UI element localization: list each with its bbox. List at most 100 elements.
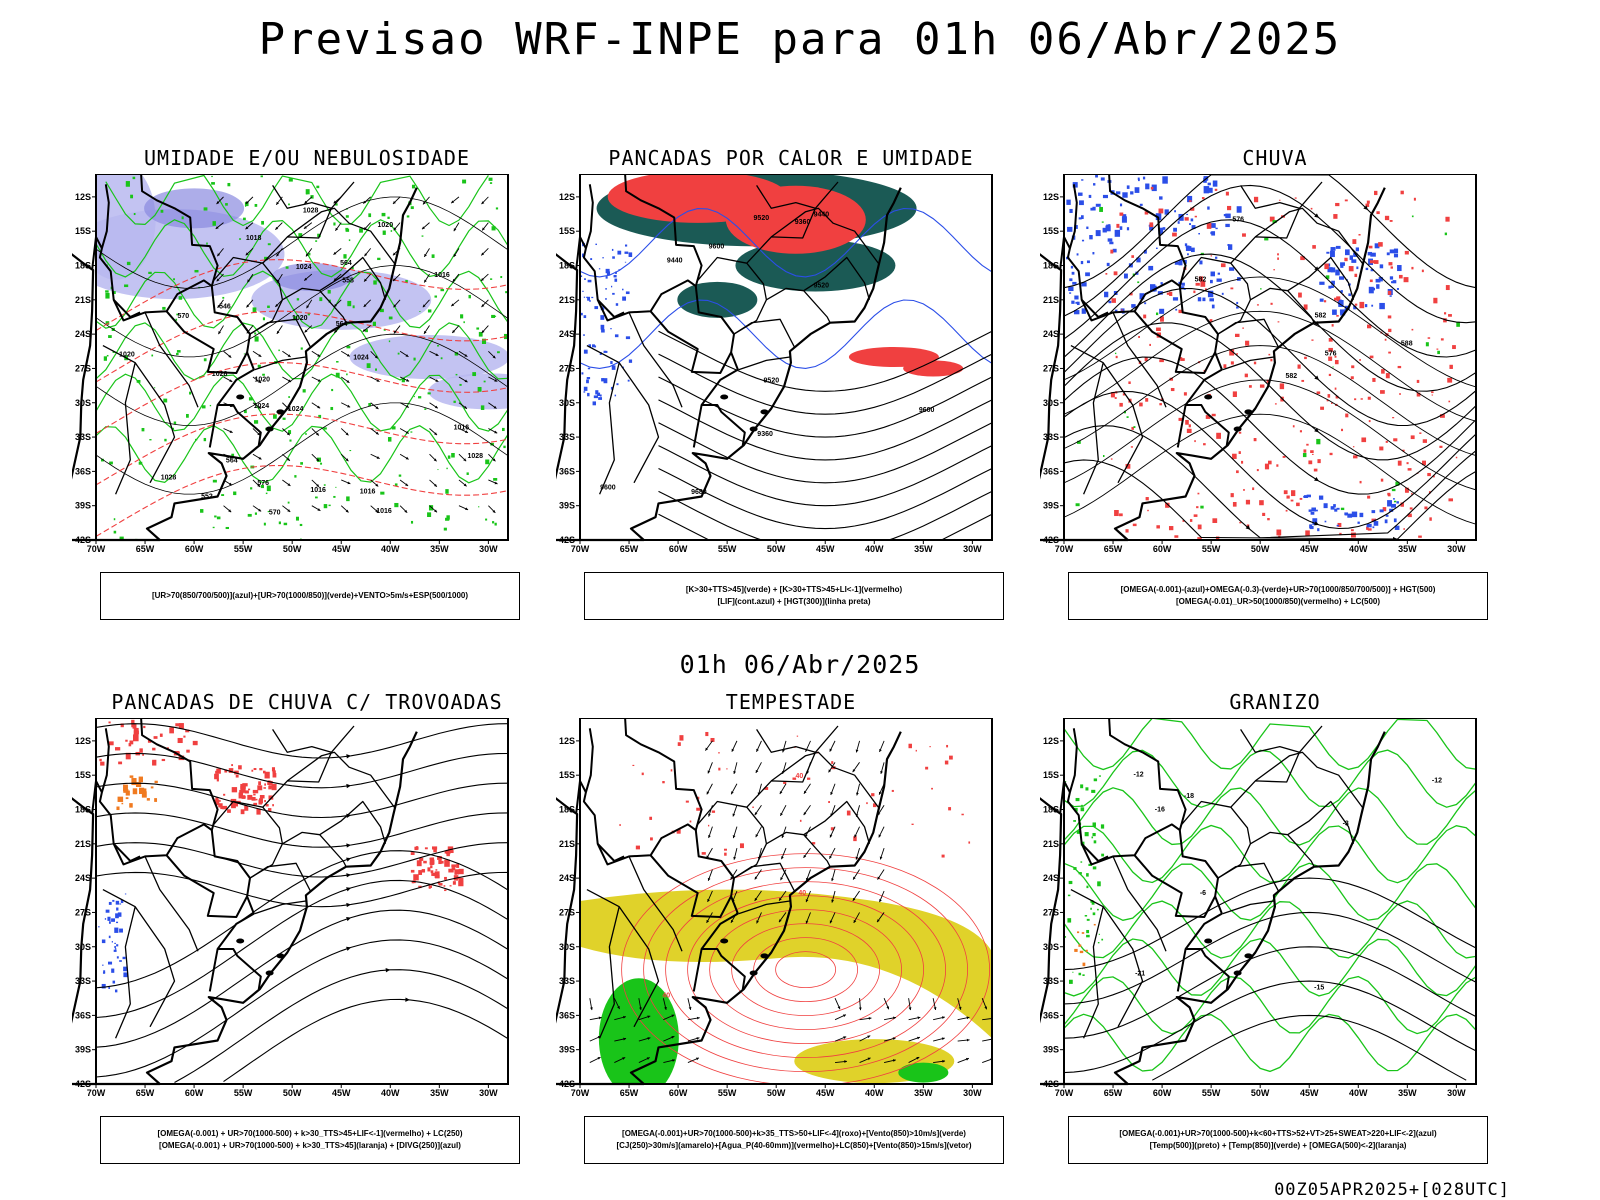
wind-arrowhead xyxy=(966,1016,970,1020)
y-tick-label: 42S xyxy=(1043,1079,1059,1089)
humidity-low-cell xyxy=(359,228,363,233)
wind-arrowhead xyxy=(393,330,397,334)
divergence-cell xyxy=(123,972,128,978)
humidity-low-cell xyxy=(368,213,372,218)
humidity-low-cell xyxy=(503,333,508,340)
omega-cell xyxy=(1330,250,1335,258)
humidity-low-cell xyxy=(176,313,179,316)
humidity-low-cell xyxy=(335,203,338,206)
lif-cell xyxy=(628,359,633,363)
omega-cell xyxy=(1387,500,1393,507)
storm-cell xyxy=(169,727,174,734)
water-cell xyxy=(723,848,727,851)
wind-arrowhead xyxy=(780,877,783,881)
omega-strong-cell xyxy=(1411,215,1414,218)
wind-arrowhead xyxy=(858,1007,862,1011)
wind-arrowhead xyxy=(435,379,439,382)
humidity-low-cell xyxy=(105,290,109,293)
omega-ur-cell xyxy=(1131,255,1135,258)
omega-cell xyxy=(1210,279,1213,284)
x-tick-label: 50W xyxy=(283,544,302,554)
omega-ur-cell xyxy=(1131,426,1134,430)
water-cell xyxy=(891,789,894,792)
state-border xyxy=(770,207,880,265)
storm-cell xyxy=(159,733,163,737)
humidity-low-cell xyxy=(126,261,131,266)
omega-cell xyxy=(1236,301,1239,305)
humidity-low-cell xyxy=(431,254,435,258)
omega-ur-cell xyxy=(1283,490,1288,495)
state-border xyxy=(262,185,333,264)
state-border xyxy=(102,345,176,484)
humidity-low-cell xyxy=(347,300,352,307)
y-tick-label: 42S xyxy=(75,1079,91,1089)
omega-ur-cell xyxy=(1327,394,1331,398)
storm-cell xyxy=(265,804,269,807)
caption-line-1: [UR>70(850/700/500)](azul)+[UR>70(1000/8… xyxy=(151,591,469,600)
humidity-low-cell xyxy=(477,386,482,392)
panel-caption: [OMEGA(-0.001) + UR>70(1000-500) + k>30_… xyxy=(100,1116,520,1164)
storm-cell xyxy=(432,872,436,877)
wind-arrowhead xyxy=(803,854,807,858)
humidity-low-cell xyxy=(317,233,321,238)
humidity-low-cell xyxy=(265,492,268,495)
lake-mark xyxy=(265,426,274,432)
x-tick-label: 35W xyxy=(1398,1088,1417,1098)
wind-arrowhead xyxy=(333,251,337,255)
humidity-low-cell xyxy=(203,358,207,362)
lif-cell xyxy=(614,278,618,282)
humidity-core-area xyxy=(271,262,352,291)
wind-arrowhead xyxy=(854,834,857,838)
humidity-low-cell xyxy=(333,222,336,226)
hgt500-contour xyxy=(1064,310,1476,422)
contour-label: 576 xyxy=(1232,216,1244,223)
omega-strong-cell xyxy=(1316,438,1321,445)
humidity-low-cell xyxy=(266,485,271,492)
hgt500-contour xyxy=(1064,413,1476,525)
wind-arrowhead xyxy=(671,1014,675,1018)
omega-cell xyxy=(1386,252,1390,256)
convective-cell xyxy=(154,798,158,802)
humidity-low-cell xyxy=(288,178,293,182)
humidity-low-cell xyxy=(200,509,204,513)
omega-ur-cell xyxy=(1178,309,1183,314)
water-cell xyxy=(866,802,868,805)
humidity-low-cell xyxy=(459,383,462,386)
omega-ur-cell xyxy=(1444,312,1447,315)
wind-arrowhead xyxy=(730,919,734,923)
omega-ur-cell xyxy=(1324,263,1329,270)
omega-ur-cell xyxy=(1294,197,1297,199)
omega-ur-cell xyxy=(1311,453,1314,455)
x-tick-label: 35W xyxy=(1398,544,1417,554)
lif-cell xyxy=(622,288,624,291)
wind-arrowhead xyxy=(856,792,859,796)
panel-caption: [K>30+TTS>45](verde) + [K>30+TTS>45+LI<-… xyxy=(584,572,1004,620)
wind-arrowhead xyxy=(779,791,783,795)
omega-ur-cell xyxy=(1380,478,1384,482)
y-tick-label: 30S xyxy=(559,942,575,952)
humidity-low-cell xyxy=(381,212,386,217)
wind-arrowhead xyxy=(363,200,367,204)
water-contour xyxy=(731,923,881,1017)
storm-cell xyxy=(231,805,236,809)
lif-contour xyxy=(580,299,992,369)
omega-cell xyxy=(1189,223,1191,226)
storm-cell xyxy=(435,869,438,871)
humidity-high-area xyxy=(428,373,508,410)
state-border xyxy=(766,831,831,867)
state-border xyxy=(1083,362,1104,495)
temp850-cell xyxy=(1080,784,1084,789)
omega-ur-cell xyxy=(1156,327,1161,332)
omega500-cell xyxy=(1078,944,1082,947)
wind-arrowhead xyxy=(481,201,485,205)
state-border xyxy=(1222,356,1274,371)
humidity-low-cell xyxy=(323,484,326,486)
water-cell xyxy=(676,829,681,834)
omega-ur-cell xyxy=(1230,287,1234,290)
humidity-low-cell xyxy=(371,428,374,430)
state-border xyxy=(697,800,768,879)
humidity-low-cell xyxy=(351,266,354,270)
omega-cell xyxy=(1393,518,1397,523)
humidity-low-cell xyxy=(176,350,181,353)
